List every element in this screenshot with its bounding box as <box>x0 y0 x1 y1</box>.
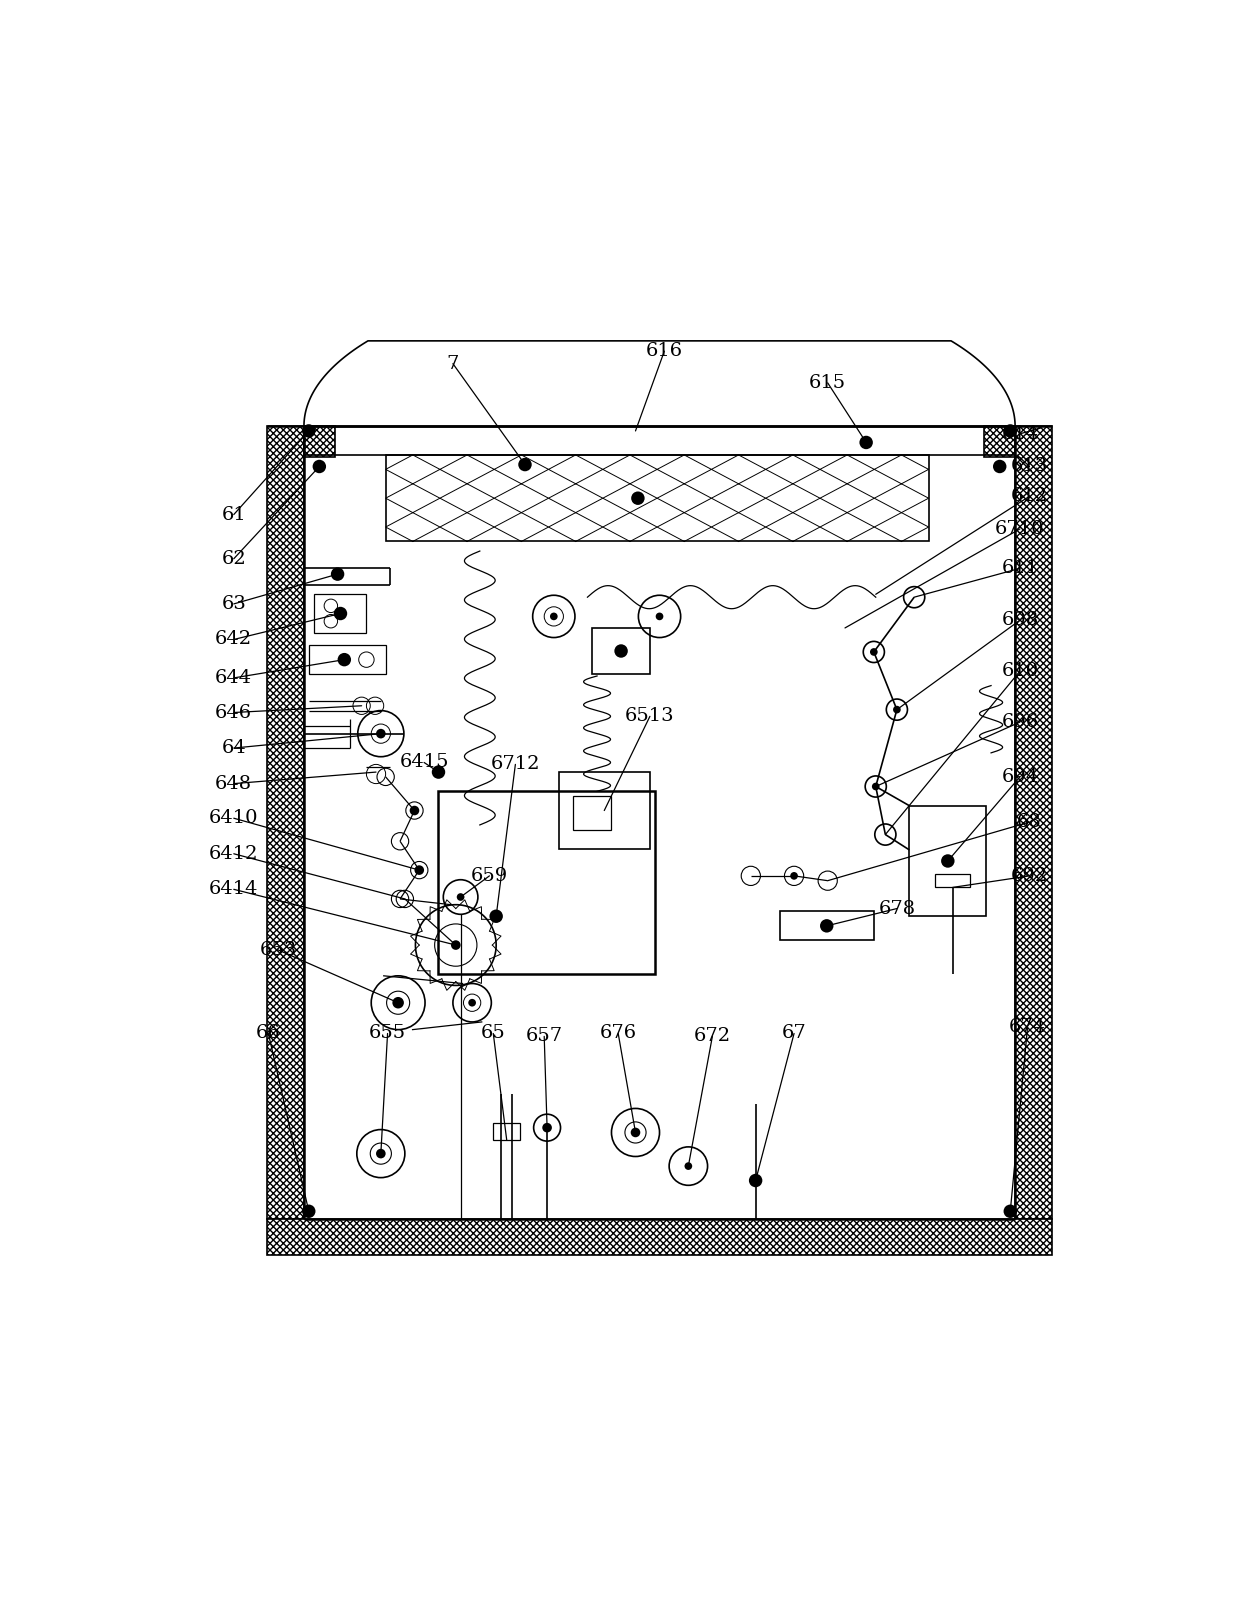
Text: 678: 678 <box>878 899 915 918</box>
Bar <box>268 425 304 1218</box>
Text: 644: 644 <box>216 669 253 687</box>
Text: 676: 676 <box>600 1024 637 1043</box>
Circle shape <box>790 872 797 880</box>
Text: 653: 653 <box>259 941 296 958</box>
Bar <box>304 425 335 457</box>
Bar <box>309 645 386 674</box>
Text: 659: 659 <box>471 867 508 884</box>
Circle shape <box>303 1204 315 1218</box>
Text: 6412: 6412 <box>210 844 259 863</box>
Circle shape <box>656 613 663 620</box>
Circle shape <box>870 648 878 656</box>
Text: 655: 655 <box>370 1024 407 1043</box>
Text: 68: 68 <box>1017 814 1042 831</box>
Circle shape <box>392 997 404 1008</box>
Circle shape <box>551 613 558 620</box>
Bar <box>494 1124 521 1140</box>
Circle shape <box>376 1149 386 1159</box>
Circle shape <box>312 459 326 473</box>
Text: 696: 696 <box>1001 713 1039 732</box>
Bar <box>985 425 1016 457</box>
Text: 62: 62 <box>222 551 247 568</box>
Circle shape <box>334 607 347 620</box>
Circle shape <box>1003 424 1017 438</box>
Text: 694: 694 <box>1001 767 1039 786</box>
Bar <box>439 791 655 974</box>
Text: 610: 610 <box>1002 663 1038 681</box>
Text: 61: 61 <box>222 506 247 523</box>
Circle shape <box>376 729 386 738</box>
Text: 65: 65 <box>481 1024 506 1043</box>
Circle shape <box>684 1162 692 1170</box>
Bar <box>593 628 650 674</box>
Text: 6712: 6712 <box>491 756 541 774</box>
Text: 6410: 6410 <box>210 809 259 827</box>
Circle shape <box>614 644 627 658</box>
Circle shape <box>542 1124 552 1133</box>
Circle shape <box>490 910 503 923</box>
Circle shape <box>749 1173 763 1188</box>
Bar <box>268 1218 1052 1255</box>
Circle shape <box>331 568 345 581</box>
Circle shape <box>414 865 424 875</box>
Circle shape <box>432 766 445 778</box>
Circle shape <box>1003 1204 1017 1218</box>
Circle shape <box>303 424 315 438</box>
Bar <box>573 796 611 830</box>
Text: 657: 657 <box>526 1027 563 1045</box>
Text: 642: 642 <box>216 631 253 648</box>
Bar <box>780 912 874 941</box>
Text: 648: 648 <box>216 775 253 793</box>
Text: 613: 613 <box>1011 457 1048 475</box>
Circle shape <box>872 783 879 790</box>
Circle shape <box>859 435 873 449</box>
Text: 67: 67 <box>781 1024 806 1043</box>
Text: 63: 63 <box>222 595 247 613</box>
Text: 7: 7 <box>446 355 459 372</box>
Text: 6414: 6414 <box>210 880 259 899</box>
Text: 6415: 6415 <box>399 753 449 772</box>
Bar <box>558 772 650 849</box>
Text: 692: 692 <box>1011 867 1048 884</box>
Text: 646: 646 <box>216 703 253 722</box>
Circle shape <box>409 806 419 815</box>
Text: 66: 66 <box>255 1024 280 1043</box>
Circle shape <box>631 491 645 506</box>
Text: 64: 64 <box>222 738 247 758</box>
Circle shape <box>893 706 900 714</box>
Text: 6710: 6710 <box>996 520 1044 538</box>
Text: 615: 615 <box>810 374 846 392</box>
Circle shape <box>456 892 465 900</box>
Circle shape <box>820 920 833 933</box>
Circle shape <box>337 653 351 666</box>
Circle shape <box>941 854 955 868</box>
Circle shape <box>451 941 460 950</box>
Circle shape <box>469 998 476 1006</box>
Text: 616: 616 <box>646 342 683 360</box>
Circle shape <box>518 457 532 472</box>
Text: 611: 611 <box>1002 560 1038 578</box>
Text: 674: 674 <box>1009 1018 1047 1035</box>
Bar <box>314 594 367 632</box>
Text: 698: 698 <box>1001 612 1039 629</box>
Bar <box>386 454 929 541</box>
Bar <box>909 806 986 916</box>
Text: 612: 612 <box>1011 488 1048 506</box>
Text: 6513: 6513 <box>625 708 675 725</box>
Text: 672: 672 <box>694 1027 730 1045</box>
Circle shape <box>631 1128 640 1138</box>
Circle shape <box>993 459 1007 473</box>
Text: 614: 614 <box>1002 425 1038 443</box>
Bar <box>935 875 970 888</box>
Bar <box>1016 425 1052 1218</box>
